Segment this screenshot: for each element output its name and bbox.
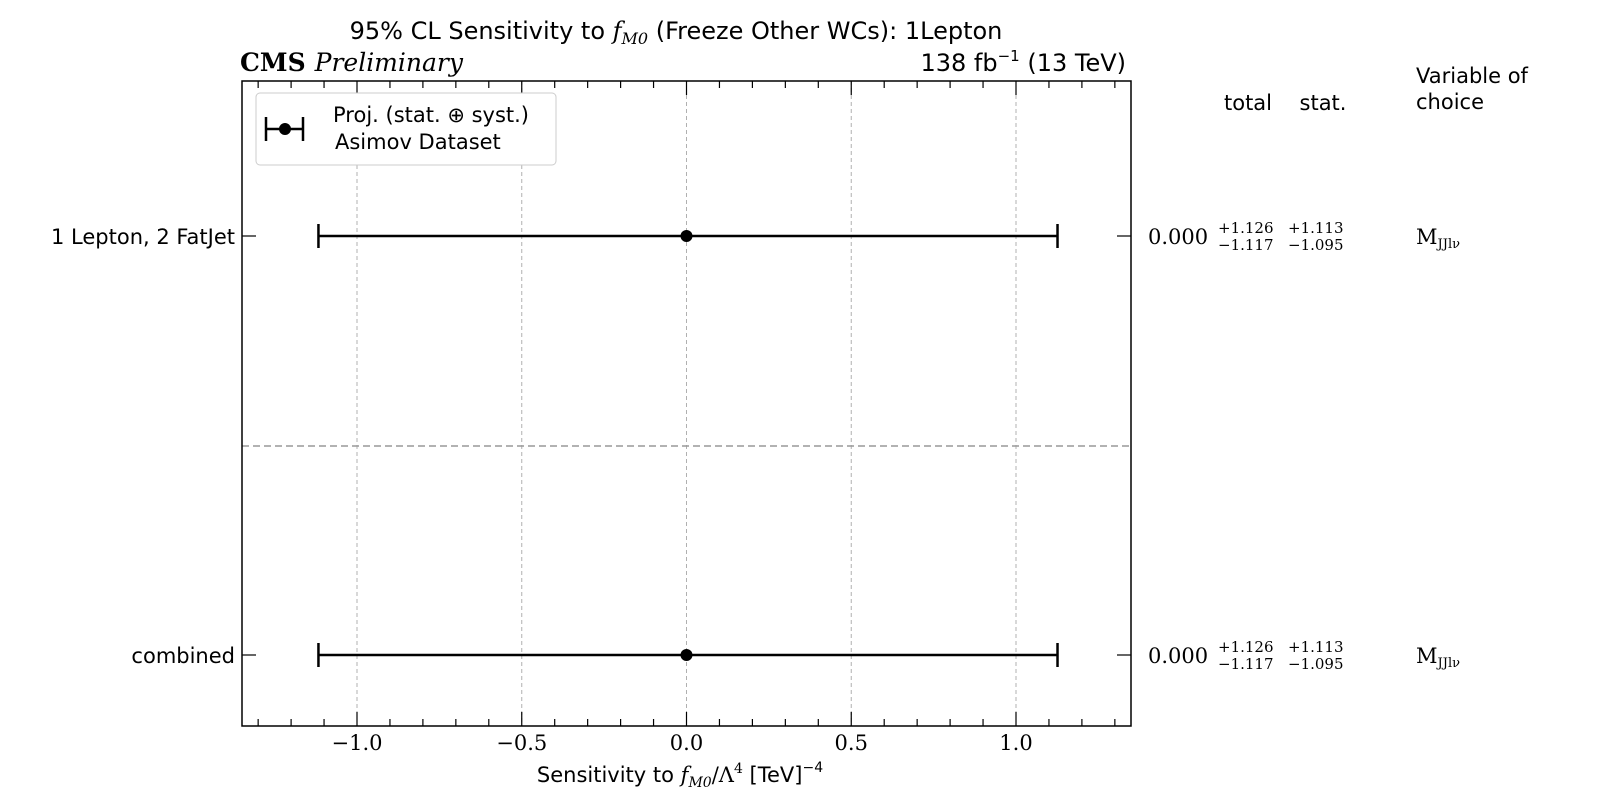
y-tick-label: 1 Lepton, 2 FatJet: [51, 225, 235, 249]
stat-error-down: −1.095: [1288, 655, 1344, 673]
data-point: [680, 649, 693, 661]
column-header-variable-line1: Variable of: [1416, 64, 1529, 88]
central-value: 0.000: [1148, 644, 1208, 668]
legend-box: [255, 92, 557, 166]
row-annotation: 0.000 +1.126−1.117 +1.113−1.095 MJJlν: [1148, 638, 1460, 673]
plot-area: 1 Lepton, 2 FatJet combined −1.0 −0.5 0.0 0.…: [51, 80, 1132, 755]
x-tick-label: 0.5: [835, 731, 868, 755]
data-point: [680, 230, 693, 242]
legend-marker-icon: [264, 117, 305, 141]
total-error-up: +1.126: [1218, 638, 1274, 656]
chart-title: 95% CL Sensitivity to fM0 (Freeze Other …: [350, 17, 1003, 48]
axis-ticks: [242, 81, 1131, 726]
legend: Proj. (stat. ⊕ syst.) Asimov Dataset: [255, 92, 557, 166]
legend-label-asimov: Asimov Dataset: [335, 130, 501, 154]
variable-of-choice: MJJlν: [1416, 644, 1460, 671]
data-row: [317, 643, 1059, 667]
luminosity-label: 138 fb−1 (13 TeV): [920, 47, 1126, 77]
x-tick-label: −1.0: [332, 731, 383, 755]
row-annotation: 0.000 +1.126−1.117 +1.113−1.095 MJJlν: [1148, 219, 1460, 254]
stat-error-down: −1.095: [1288, 236, 1344, 254]
data-rows: 1 Lepton, 2 FatJet combined: [51, 224, 1059, 668]
y-tick-label: combined: [131, 644, 235, 668]
central-value: 0.000: [1148, 225, 1208, 249]
column-header-variable-line2: choice: [1416, 90, 1484, 114]
experiment-label: CMS Preliminary: [240, 48, 464, 77]
total-error-down: −1.117: [1218, 655, 1274, 673]
x-tick-label: −0.5: [496, 731, 547, 755]
x-tick-label: 1.0: [999, 731, 1032, 755]
data-row: [317, 224, 1059, 248]
x-axis-label: Sensitivity to fM0/Λ4 [TeV]−4: [537, 760, 823, 791]
plot-frame: [241, 80, 1132, 727]
column-header-stat: stat.: [1300, 91, 1347, 115]
total-error-up: +1.126: [1218, 219, 1274, 237]
x-gridlines: [356, 81, 1017, 726]
stat-error-up: +1.113: [1288, 219, 1344, 237]
legend-label-projection: Proj. (stat. ⊕ syst.): [333, 103, 529, 127]
x-tick-labels: −1.0 −0.5 0.0 0.5 1.0: [332, 731, 1033, 755]
x-tick-label: 0.0: [670, 731, 703, 755]
column-header-total: total: [1224, 91, 1272, 115]
stat-error-up: +1.113: [1288, 638, 1344, 656]
total-error-down: −1.117: [1218, 236, 1274, 254]
variable-of-choice: MJJlν: [1416, 225, 1460, 252]
